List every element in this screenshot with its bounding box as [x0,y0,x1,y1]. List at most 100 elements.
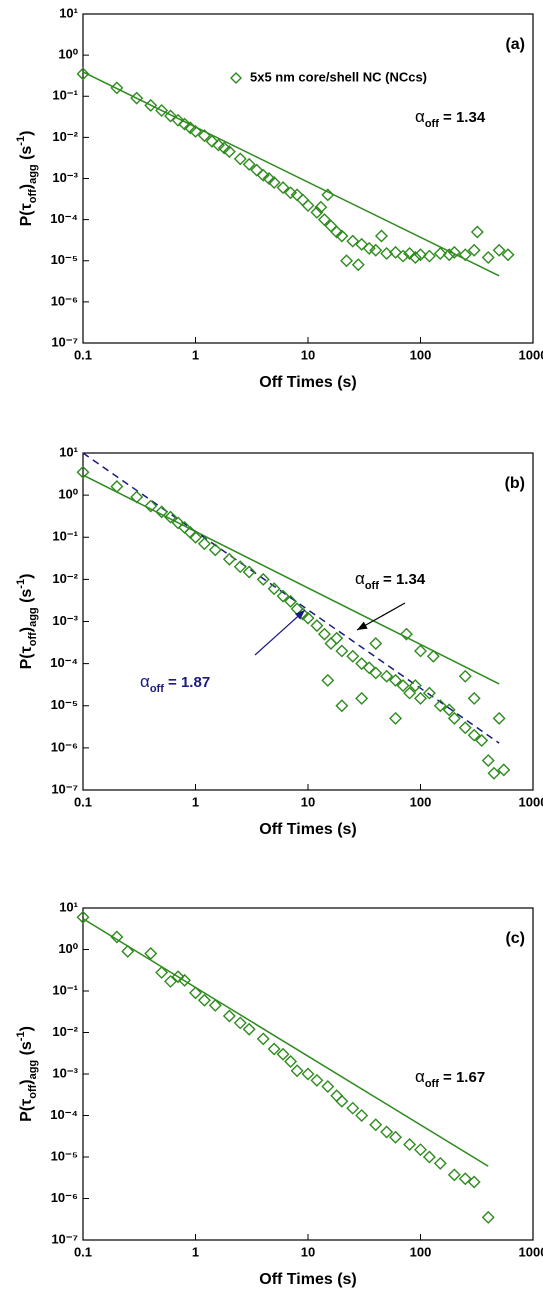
data-point [164,510,178,524]
y-axis-title-part: P(τ [18,1099,35,1122]
data-point [396,679,410,693]
data-point [346,649,360,663]
y-axis-title-part: ) [18,574,35,579]
y-axis-title-part: P(τ [18,203,35,226]
data-point [414,691,427,705]
data-point [155,104,169,118]
x-tick-label: 1 [192,347,199,362]
data-point [408,679,422,693]
data-point [267,582,281,596]
data-point [242,157,256,171]
data-point [310,1073,324,1087]
x-axis-title: Off Times (s) [259,821,357,838]
data-point [369,666,383,680]
data-point [296,193,310,207]
data-point [110,480,124,494]
data-point [276,589,290,603]
data-point [242,1022,256,1036]
y-axis-title-part: agg [27,164,39,184]
y-axis-title-part: -1 [15,136,27,146]
data-point [467,728,481,742]
panel: 0.1 1 10 100 1000 10⁻⁷ 10⁻⁶ 10⁻⁵ 10⁻⁴ 10⁻³ 10⁻² 10⁻… [15,444,543,838]
data-point [447,245,461,259]
data-point [189,986,202,1000]
y-tick-label: 10⁻² [52,1024,78,1039]
data-point [422,249,436,263]
arrow-head [357,621,368,630]
data-point [335,699,349,713]
y-axis-title-part: (s [18,1041,35,1060]
data-point [208,543,222,557]
x-tick-label: 100 [410,794,432,809]
y-tick-label: 10⁻³ [52,170,78,185]
x-tick-label: 1000 [519,347,543,362]
data-point [317,213,331,227]
data-point [422,1150,436,1164]
data-point [301,1067,315,1081]
arrow-head [294,610,305,620]
data-point [475,733,489,747]
y-tick-label: 10¹ [59,5,78,20]
data-point [310,205,324,219]
legend-marker [230,72,242,84]
x-tick-label: 10 [301,347,315,362]
data-point [362,661,376,675]
panel: 0.1 1 10 100 1000 10⁻⁷ 10⁻⁶ 10⁻⁵ 10⁻⁴ 10⁻³ 10⁻² 10⁻… [15,5,543,391]
data-point [242,565,256,579]
data-point [458,248,472,262]
y-tick-label: 10⁻³ [52,1065,78,1080]
x-axis-title: Off Times (s) [259,1271,357,1288]
panel-label: (b) [505,475,525,492]
data-point [346,234,360,248]
y-tick-label: 10⁻⁵ [51,252,78,267]
data-point [389,711,403,725]
data-point [178,117,192,131]
annotation: αoff = 1.34 [355,569,426,591]
annotation: αoff = 1.34 [415,107,486,129]
data-point [355,691,369,705]
data-point [284,1055,298,1068]
data-point [481,1210,495,1224]
x-axis-title: Off Times (s) [259,374,357,391]
plot-frame [82,452,534,791]
y-axis-title-part: -1 [15,579,27,589]
y-tick-label: 10⁻⁷ [51,781,78,796]
data-point [171,113,185,127]
data-point [396,249,410,263]
y-axis-title-part: ) [18,1026,35,1031]
data-point [389,673,403,687]
data-point [178,973,192,987]
fit-line [82,452,500,744]
data-point [447,711,461,725]
data-point [487,766,501,780]
legend-label: 5x5 nm core/shell NC (NCcs) [250,69,427,84]
x-tick-label: 0.1 [74,794,92,809]
data-point [301,611,315,625]
data-point [130,490,144,504]
plot-frame [82,13,534,344]
data-point [442,703,456,717]
data-point [369,243,383,257]
y-axis-title-part: (s [18,146,35,165]
y-axis-title: P(τoff)agg (s-1) [15,1026,39,1122]
data-point [208,998,222,1012]
data-point [374,229,388,243]
y-tick-label: 10⁻⁷ [51,1231,78,1246]
data-point [351,258,365,272]
annotation-part: α [415,107,425,126]
data-point [330,1089,344,1103]
data-point [497,763,511,777]
data-point [467,1175,481,1189]
data-point [155,965,169,979]
data-point [335,229,349,243]
data-point [211,138,225,152]
x-tick-label: 1000 [519,794,543,809]
fit-line [82,71,500,277]
data-point [222,1009,236,1023]
y-tick-label: 10⁻⁷ [51,334,78,349]
y-tick-label: 10⁻⁶ [51,1190,78,1205]
data-point [369,1118,383,1132]
y-tick-label: 10⁻⁵ [51,697,78,712]
x-tick-label: 1 [192,1244,199,1259]
